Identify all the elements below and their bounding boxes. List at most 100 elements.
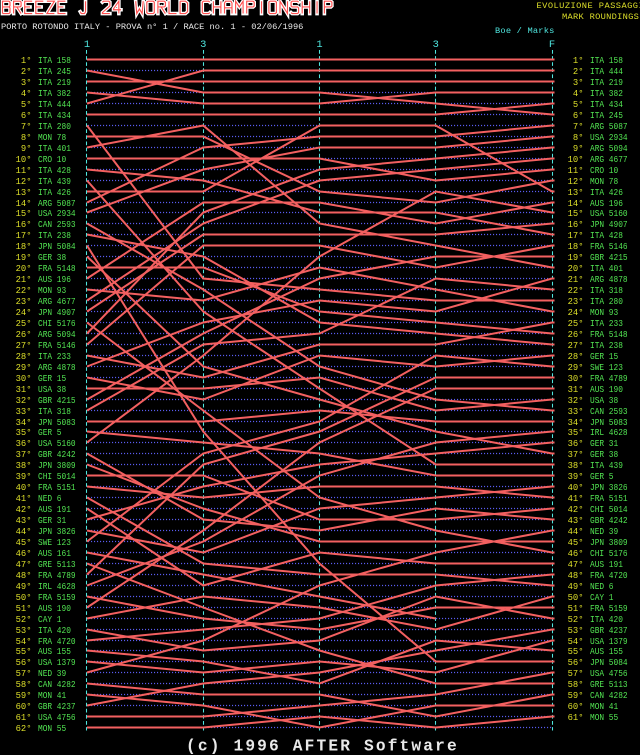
svg-text:SWE 123: SWE 123 (590, 362, 623, 373)
svg-text:IRL 4628: IRL 4628 (590, 427, 628, 438)
svg-text:FRA 5146: FRA 5146 (590, 241, 628, 252)
svg-text:61°: 61° (568, 712, 584, 723)
svg-text:MARK ROUNDINGS: MARK ROUNDINGS (562, 12, 639, 22)
svg-text:GBR 4242: GBR 4242 (590, 515, 628, 526)
svg-text:GER 38: GER 38 (590, 449, 618, 460)
svg-text:AUS 191: AUS 191 (38, 504, 71, 515)
svg-text:27°: 27° (568, 340, 584, 351)
svg-text:NED 6: NED 6 (38, 493, 62, 504)
svg-text:MON 93: MON 93 (38, 285, 66, 296)
svg-text:SWE 123: SWE 123 (38, 537, 71, 548)
svg-text:5°: 5° (21, 99, 32, 110)
svg-text:24°: 24° (16, 307, 32, 318)
svg-text:47°: 47° (568, 559, 584, 570)
svg-text:FRA 5151: FRA 5151 (38, 482, 76, 493)
svg-text:GBR 4237: GBR 4237 (38, 701, 76, 712)
svg-text:ITA 434: ITA 434 (590, 99, 623, 110)
svg-text:NED 39: NED 39 (38, 668, 66, 679)
svg-text:ITA 426: ITA 426 (590, 187, 623, 198)
svg-text:17°: 17° (568, 230, 584, 241)
svg-text:ARG 4677: ARG 4677 (38, 296, 76, 307)
svg-text:34°: 34° (16, 417, 32, 428)
svg-text:20°: 20° (16, 263, 32, 274)
svg-text:ITA 401: ITA 401 (38, 143, 71, 154)
svg-text:33°: 33° (16, 406, 32, 417)
svg-text:38°: 38° (568, 460, 584, 471)
svg-text:JPN 3809: JPN 3809 (590, 537, 628, 548)
svg-text:ITA 233: ITA 233 (38, 351, 71, 362)
svg-text:54°: 54° (16, 636, 32, 647)
svg-text:USA 4756: USA 4756 (590, 668, 628, 679)
svg-text:53°: 53° (16, 625, 32, 636)
svg-text:6°: 6° (21, 110, 32, 121)
svg-text:ARG 5087: ARG 5087 (38, 198, 76, 209)
svg-text:31°: 31° (568, 384, 584, 395)
svg-text:ARG 5094: ARG 5094 (38, 329, 76, 340)
svg-text:28°: 28° (16, 351, 32, 362)
svg-text:AUS 161: AUS 161 (38, 548, 71, 559)
svg-text:FRA 5148: FRA 5148 (38, 263, 76, 274)
svg-text:61°: 61° (16, 712, 32, 723)
svg-text:FRA 4720: FRA 4720 (38, 636, 76, 647)
svg-text:3: 3 (200, 39, 206, 51)
svg-text:2°: 2° (573, 66, 584, 77)
svg-text:31°: 31° (16, 384, 32, 395)
svg-text:6°: 6° (573, 110, 584, 121)
svg-text:FRA 5151: FRA 5151 (590, 493, 628, 504)
svg-text:15°: 15° (16, 208, 32, 219)
svg-text:3°: 3° (21, 77, 32, 88)
svg-text:GER 38: GER 38 (38, 252, 66, 263)
svg-text:USA 5160: USA 5160 (38, 438, 76, 449)
svg-text:58°: 58° (568, 679, 584, 690)
svg-text:11°: 11° (568, 165, 584, 176)
svg-text:16°: 16° (16, 219, 32, 230)
svg-text:CHI 5014: CHI 5014 (590, 504, 628, 515)
svg-text:52°: 52° (16, 614, 32, 625)
svg-text:JPN 3826: JPN 3826 (38, 526, 76, 537)
svg-text:AUS 196: AUS 196 (590, 198, 623, 209)
svg-text:GER 15: GER 15 (38, 373, 66, 384)
svg-text:46°: 46° (16, 548, 32, 559)
svg-text:51°: 51° (16, 603, 32, 614)
svg-text:ITA 158: ITA 158 (38, 55, 71, 66)
svg-text:23°: 23° (568, 296, 584, 307)
svg-text:MON 55: MON 55 (38, 723, 66, 734)
svg-text:ITA 439: ITA 439 (38, 176, 71, 187)
svg-text:F: F (549, 39, 555, 51)
svg-text:29°: 29° (568, 362, 584, 373)
svg-text:19°: 19° (568, 252, 584, 263)
svg-text:45°: 45° (568, 537, 584, 548)
svg-text:28°: 28° (568, 351, 584, 362)
svg-text:55°: 55° (568, 646, 584, 657)
svg-text:1: 1 (84, 39, 90, 51)
svg-text:14°: 14° (16, 198, 32, 209)
svg-text:60°: 60° (568, 701, 584, 712)
svg-text:50°: 50° (568, 592, 584, 603)
svg-text:40°: 40° (16, 482, 32, 493)
svg-text:ITA 401: ITA 401 (590, 263, 623, 274)
svg-text:36°: 36° (16, 438, 32, 449)
svg-text:42°: 42° (568, 504, 584, 515)
svg-text:32°: 32° (16, 395, 32, 406)
svg-text:2°: 2° (21, 66, 32, 77)
svg-text:35°: 35° (16, 427, 32, 438)
svg-text:ARG 5094: ARG 5094 (590, 143, 628, 154)
svg-text:FRA 4789: FRA 4789 (590, 373, 628, 384)
svg-text:32°: 32° (568, 395, 584, 406)
svg-text:ITA 444: ITA 444 (38, 99, 71, 110)
svg-text:FRA 4789: FRA 4789 (38, 570, 76, 581)
svg-text:19°: 19° (16, 252, 32, 263)
svg-text:49°: 49° (568, 581, 584, 592)
svg-text:ITA 280: ITA 280 (590, 296, 623, 307)
svg-text:60°: 60° (16, 701, 32, 712)
svg-text:8°: 8° (573, 132, 584, 143)
svg-text:FRA 4720: FRA 4720 (590, 570, 628, 581)
svg-text:AUS 191: AUS 191 (590, 559, 623, 570)
svg-text:44°: 44° (568, 526, 584, 537)
svg-text:ITA 280: ITA 280 (38, 121, 71, 132)
svg-text:MON 93: MON 93 (590, 307, 618, 318)
svg-text:ITA 420: ITA 420 (38, 625, 71, 636)
svg-text:53°: 53° (568, 625, 584, 636)
svg-text:GER 15: GER 15 (590, 351, 618, 362)
svg-text:AUS 155: AUS 155 (590, 646, 623, 657)
